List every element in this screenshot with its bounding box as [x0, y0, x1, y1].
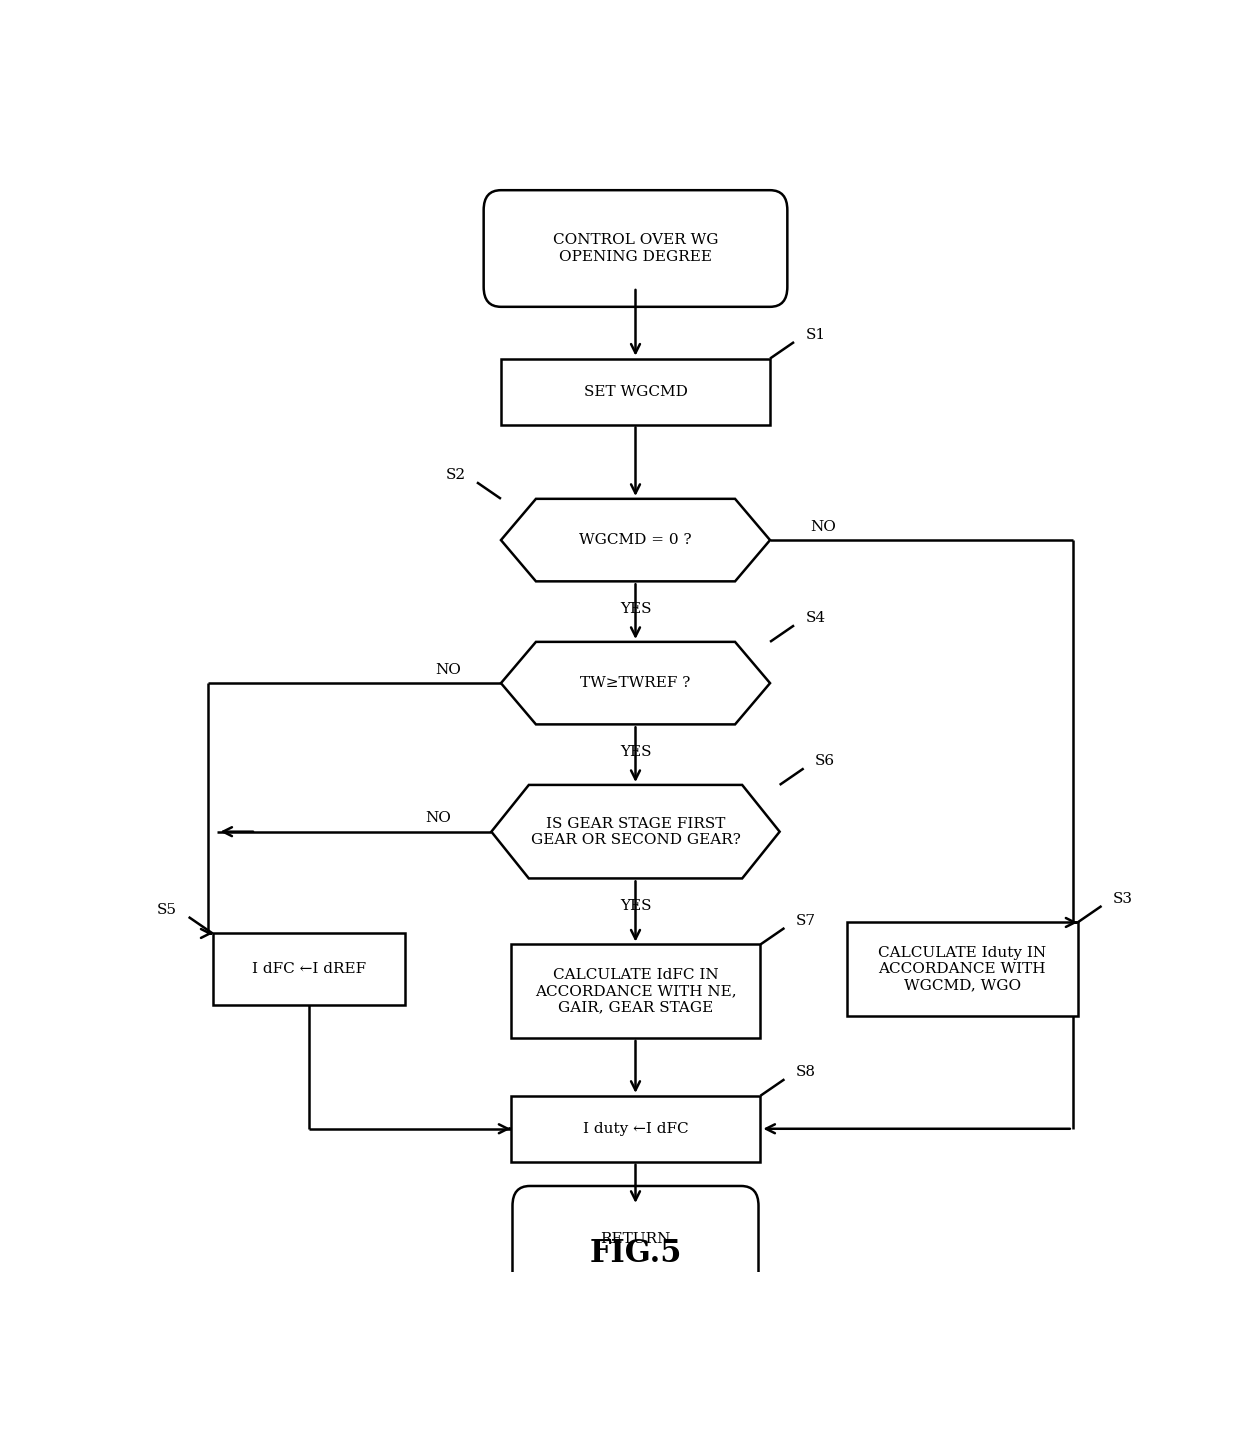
Text: SET WGCMD: SET WGCMD — [584, 384, 687, 399]
Bar — [847, 923, 1078, 1016]
Text: NO: NO — [810, 520, 836, 534]
Text: NO: NO — [435, 663, 461, 677]
Text: RETURN: RETURN — [600, 1232, 671, 1246]
Text: CALCULATE IdFC IN
ACCORDANCE WITH NE,
GAIR, GEAR STAGE: CALCULATE IdFC IN ACCORDANCE WITH NE, GA… — [534, 967, 737, 1015]
Text: YES: YES — [620, 745, 651, 759]
Text: FIG.5: FIG.5 — [589, 1238, 682, 1269]
Text: I dFC ←I dREF: I dFC ←I dREF — [252, 962, 366, 976]
Text: NO: NO — [425, 812, 451, 826]
Polygon shape — [501, 499, 770, 582]
Text: YES: YES — [620, 899, 651, 913]
Text: YES: YES — [620, 602, 651, 616]
Text: S5: S5 — [157, 903, 177, 917]
FancyBboxPatch shape — [484, 190, 787, 307]
Text: CALCULATE Iduty IN
ACCORDANCE WITH
WGCMD, WGO: CALCULATE Iduty IN ACCORDANCE WITH WGCMD… — [878, 946, 1047, 992]
Text: CONTROL OVER WG
OPENING DEGREE: CONTROL OVER WG OPENING DEGREE — [553, 233, 718, 263]
Polygon shape — [501, 642, 770, 725]
Text: IS GEAR STAGE FIRST
GEAR OR SECOND GEAR?: IS GEAR STAGE FIRST GEAR OR SECOND GEAR? — [531, 816, 740, 847]
Text: TW≥TWREF ?: TW≥TWREF ? — [580, 676, 691, 690]
Text: WGCMD = 0 ?: WGCMD = 0 ? — [579, 533, 692, 547]
FancyBboxPatch shape — [512, 1186, 759, 1292]
Bar — [511, 945, 760, 1037]
Bar — [501, 359, 770, 424]
Text: S4: S4 — [806, 612, 826, 626]
Text: S2: S2 — [445, 469, 465, 483]
Text: S3: S3 — [1114, 892, 1133, 906]
Polygon shape — [491, 785, 780, 879]
Text: S1: S1 — [806, 329, 826, 342]
Text: S7: S7 — [796, 915, 816, 927]
Text: I duty ←I dFC: I duty ←I dFC — [583, 1122, 688, 1136]
Bar — [213, 933, 404, 1005]
Text: S6: S6 — [815, 755, 836, 769]
Bar — [511, 1096, 760, 1162]
Text: S8: S8 — [796, 1065, 816, 1079]
